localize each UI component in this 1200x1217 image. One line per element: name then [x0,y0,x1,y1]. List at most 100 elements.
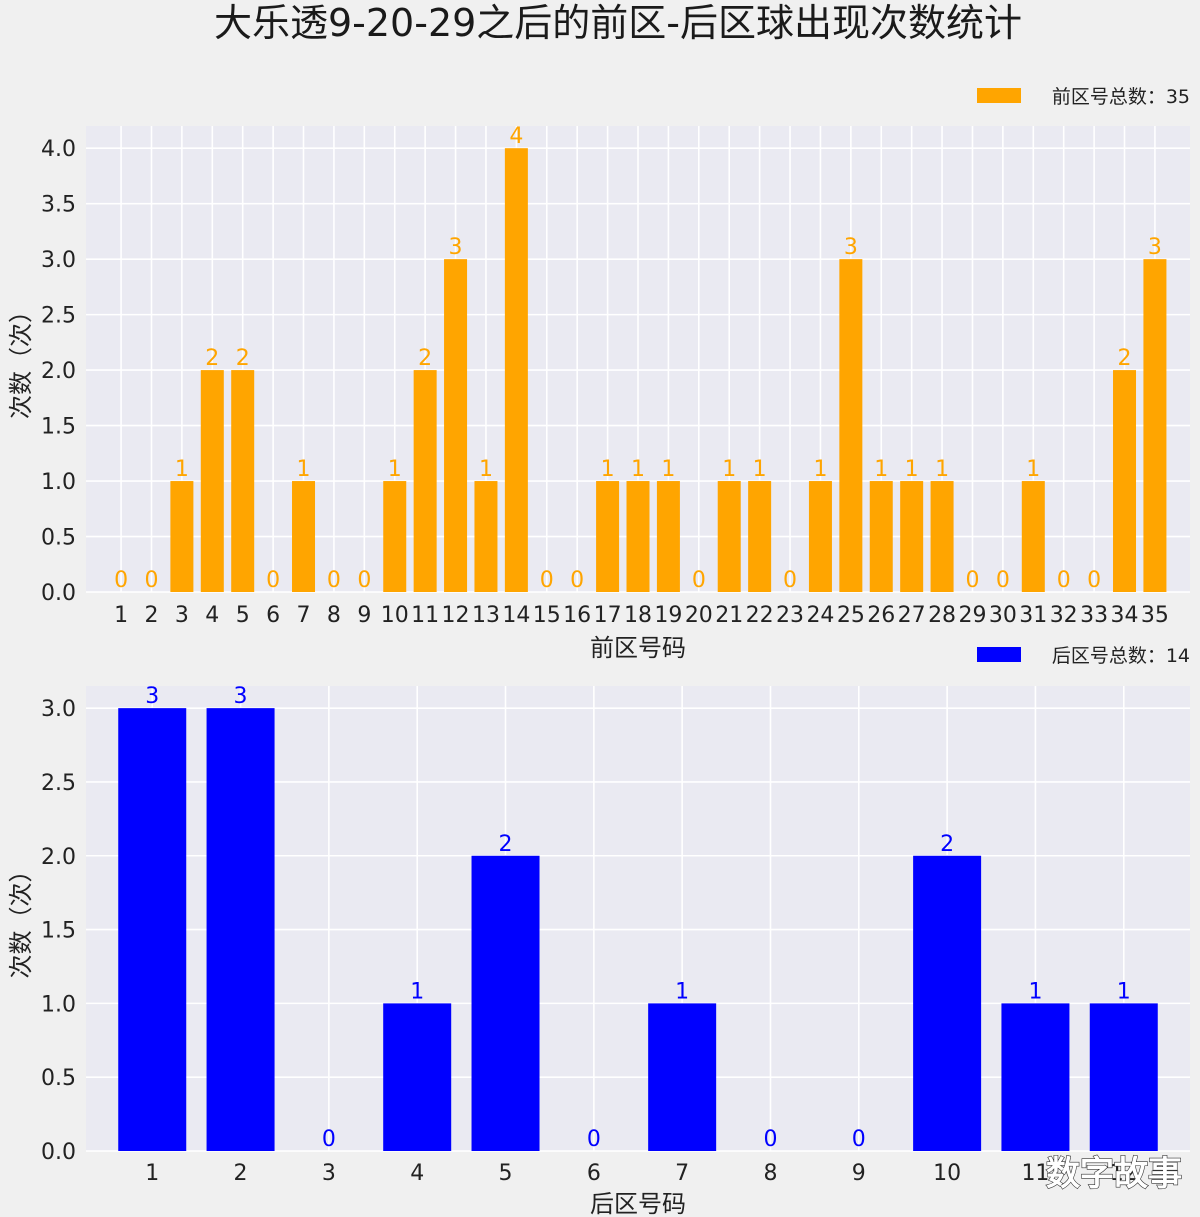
y-tick-label: 0.0 [41,1140,76,1165]
bar [1089,1003,1158,1151]
x-tick-label: 7 [675,1161,689,1186]
bar [170,481,194,592]
y-tick-label: 0.5 [41,526,76,551]
y-tick-label: 1.5 [41,919,76,944]
y-tick-label: 3.0 [41,697,76,722]
bar [292,481,316,592]
bar [626,481,650,592]
y-axis-label: 次数（次） [7,299,35,419]
bar-value-label: 0 [783,568,797,593]
x-tick-label: 27 [898,603,926,628]
x-tick-label: 22 [746,603,774,628]
bar [717,481,741,592]
bar-value-label: 4 [509,124,523,149]
x-tick-label: 20 [685,603,713,628]
x-tick-label: 4 [205,603,219,628]
y-tick-label: 3.0 [41,248,76,273]
x-tick-label: 8 [763,1161,777,1186]
y-axis-label: 次数（次） [7,859,35,979]
back-zone-chart: 0.0 0.5 1.0 1.5 2.0 2.5 3.0 3 1 3 2 0 3 1 4 2 5 0 6 1 7 0 8 0 9 2… [7,645,1190,1217]
x-tick-label: 4 [410,1161,424,1186]
bar-value-label: 0 [144,568,158,593]
bar [413,370,437,592]
x-tick-label: 13 [472,603,500,628]
bar-value-label: 3 [145,684,159,709]
y-tick-label: 2.0 [41,845,76,870]
x-tick-label: 3 [175,603,189,628]
legend-swatch [977,647,1021,662]
bar [1113,370,1137,592]
watermark: 数字故事 [1046,1154,1182,1194]
front-zone-chart: 0.00.51.01.52.02.53.03.54.00102132425061… [7,86,1190,662]
chart-title: 大乐透9-20-29之后的前区-后区球出现次数统计 [214,1,1022,45]
y-tick-label: 1.5 [41,415,76,440]
x-tick-label: 11 [1021,1161,1049,1186]
bar [471,855,540,1151]
bar [1021,481,1045,592]
x-tick-label: 32 [1050,603,1078,628]
y-tick-label: 2.5 [41,304,76,329]
bar-value-label: 3 [844,235,858,260]
bar [900,481,924,592]
x-tick-label: 5 [236,603,250,628]
x-tick-label: 2 [234,1161,248,1186]
bar-value-label: 1 [1117,979,1131,1004]
bar-value-label: 3 [1148,235,1162,260]
bar-value-label: 1 [479,457,493,482]
x-tick-label: 15 [533,603,561,628]
bar-value-label: 0 [1087,568,1101,593]
bar-value-label: 2 [236,346,250,371]
x-tick-label: 3 [322,1161,336,1186]
legend-swatch [977,88,1021,103]
bar-value-label: 1 [753,457,767,482]
bar-value-label: 0 [692,568,706,593]
bar [1001,1003,1070,1151]
bar-value-label: 0 [357,568,371,593]
x-tick-label: 33 [1080,603,1108,628]
bar-value-label: 1 [813,457,827,482]
x-tick-label: 6 [266,603,280,628]
bar-value-label: 3 [234,684,248,709]
bar-value-label: 0 [327,568,341,593]
bar-value-label: 0 [587,1127,601,1152]
bar [808,481,832,592]
bar-value-label: 1 [905,457,919,482]
x-tick-label: 6 [587,1161,601,1186]
bar [648,1003,717,1151]
bar-value-label: 1 [1028,979,1042,1004]
x-tick-label: 28 [928,603,956,628]
y-tick-label: 3.5 [41,193,76,218]
bar [444,259,468,592]
bar-value-label: 0 [322,1127,336,1152]
x-tick-label: 35 [1141,603,1169,628]
bar [118,708,187,1151]
bar-value-label: 0 [996,568,1010,593]
x-tick-label: 2 [144,603,158,628]
bar-value-label: 0 [965,568,979,593]
x-tick-label: 21 [715,603,743,628]
x-tick-label: 19 [654,603,682,628]
bar-value-label: 1 [601,457,615,482]
bar [930,481,954,592]
bar-value-label: 0 [852,1127,866,1152]
bar-value-label: 1 [297,457,311,482]
x-tick-label: 29 [958,603,986,628]
bar-value-label: 1 [175,457,189,482]
x-axis-label: 后区号码 [590,1190,686,1217]
bar-value-label: 0 [570,568,584,593]
bar-value-label: 2 [418,346,432,371]
bar [383,1003,452,1151]
x-tick-label: 12 [1110,1161,1138,1186]
bar-value-label: 1 [631,457,645,482]
bar-value-label: 1 [935,457,949,482]
bar [474,481,498,592]
bar [596,481,620,592]
x-tick-label: 9 [357,603,371,628]
bar-value-label: 1 [675,979,689,1004]
bar [1143,259,1167,592]
bar-value-label: 1 [388,457,402,482]
bar-value-label: 0 [1057,568,1071,593]
x-tick-label: 8 [327,603,341,628]
x-tick-label: 18 [624,603,652,628]
